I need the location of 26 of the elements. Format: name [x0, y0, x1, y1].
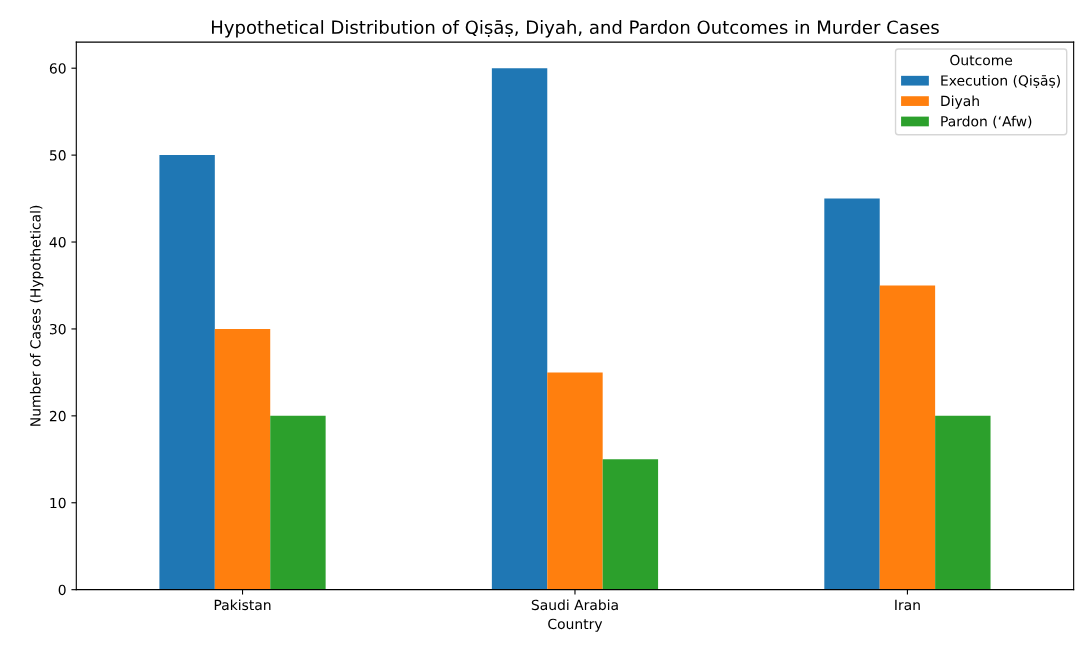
- bar: [159, 155, 215, 590]
- bar: [270, 415, 326, 590]
- x-tick-label: Saudi Arabia: [531, 599, 618, 611]
- bar: [824, 198, 880, 590]
- legend-label: Execution (Qiṣāṣ): [941, 75, 1060, 89]
- bar: [935, 415, 991, 590]
- y-tick-label: 60: [49, 63, 66, 74]
- bar: [491, 68, 548, 590]
- bar: [547, 372, 603, 590]
- y-axis-title: Number of Cases (Hypothetical): [29, 205, 44, 426]
- y-tick-label: 0: [58, 584, 66, 596]
- y-tick-label: 40: [49, 236, 66, 248]
- chart-title: Hypothetical Distribution of Qiṣāṣ, Diyah, and Pardon Outcomes in Murder Cases: [212, 20, 939, 38]
- bar: [214, 328, 271, 590]
- y-tick-label: 30: [49, 323, 66, 335]
- x-tick-label: Pakistan: [214, 599, 271, 611]
- legend-label: Diyah: [941, 95, 979, 109]
- y-tick-label: 10: [50, 497, 66, 509]
- x-axis-title: Country: [548, 618, 603, 632]
- legend-label: Pardon (ʻAfw): [941, 115, 1032, 129]
- legend-title: Outcome: [950, 54, 1013, 66]
- bar: [879, 285, 936, 590]
- y-tick-label: 20: [49, 410, 66, 422]
- y-tick-label: 50: [49, 150, 66, 161]
- x-tick-label: Iran: [895, 599, 920, 611]
- bar: [602, 459, 659, 590]
